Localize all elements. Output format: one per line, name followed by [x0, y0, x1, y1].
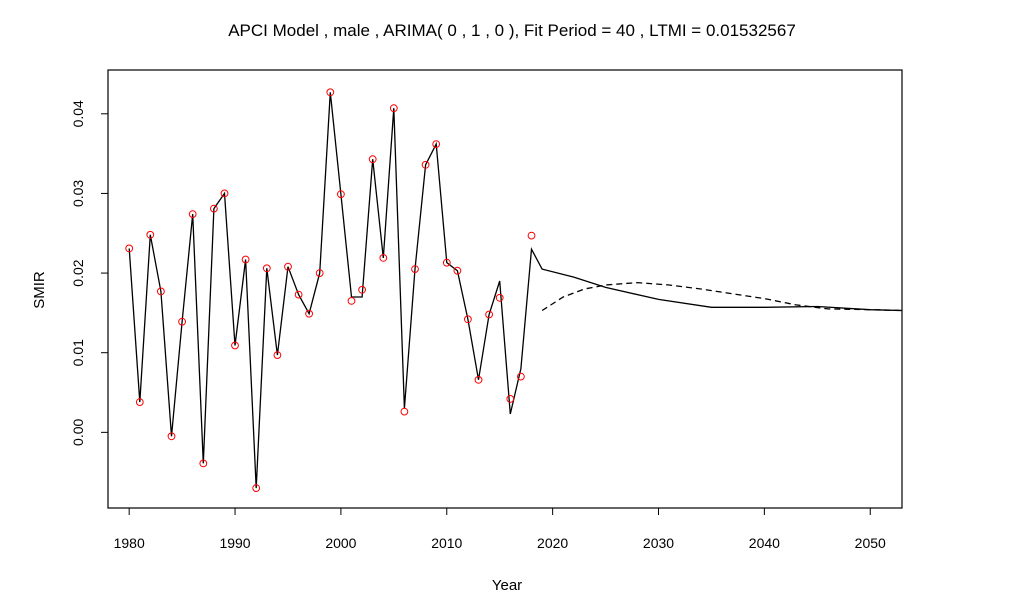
- observed-point: [178, 317, 187, 326]
- y-tick-label: 0.00: [70, 419, 86, 446]
- y-tick-label: 0.03: [70, 180, 86, 207]
- observed-point: [400, 407, 409, 416]
- y-axis: 0.00 0.01 0.02 0.03 0.04: [70, 100, 109, 446]
- observed-point: [358, 285, 367, 294]
- observed-point: [517, 372, 525, 381]
- observed-point: [167, 432, 176, 441]
- observed-points: [125, 88, 536, 493]
- observed-point: [337, 190, 345, 199]
- observed-point: [188, 210, 197, 219]
- series-layer: [128, 92, 902, 489]
- observed-point: [432, 140, 441, 149]
- observed-point: [199, 459, 208, 468]
- y-axis-label: SMIR: [31, 271, 48, 309]
- observed-point: [347, 297, 356, 305]
- y-tick-label: 0.02: [70, 259, 86, 286]
- observed-point: [379, 254, 388, 262]
- x-tick-label: 2000: [325, 535, 356, 551]
- observed-point: [210, 204, 218, 213]
- observed-point: [241, 255, 250, 264]
- observed-point: [231, 341, 239, 350]
- y-tick-label: 0.01: [70, 339, 86, 366]
- observed-point: [495, 293, 504, 302]
- x-axis: 1980 1990 2000 2010 2020 2030 2040 2050: [114, 507, 886, 551]
- observed-point: [464, 315, 472, 324]
- x-tick-label: 1980: [114, 535, 145, 551]
- observed-point: [326, 88, 335, 97]
- observed-point: [421, 160, 430, 169]
- observed-point: [527, 231, 536, 240]
- x-tick-label: 2050: [855, 535, 886, 551]
- observed-point: [453, 266, 462, 275]
- observed-point: [389, 104, 398, 113]
- observed-point: [506, 395, 515, 403]
- observed-point: [157, 287, 165, 296]
- y-tick-label: 0.04: [70, 100, 86, 127]
- observed-point: [135, 398, 144, 407]
- observed-point: [125, 244, 134, 253]
- x-tick-label: 2020: [537, 535, 568, 551]
- plot-frame: [107, 69, 903, 509]
- observed-point: [252, 484, 261, 493]
- fitted-line-solid: [128, 92, 902, 489]
- x-tick-label: 2010: [431, 535, 462, 551]
- observed-point: [220, 189, 229, 198]
- observed-point: [474, 375, 483, 384]
- chart-title: APCI Model , male , ARIMA( 0 , 1 , 0 ), …: [228, 21, 796, 40]
- observed-point: [262, 264, 271, 273]
- x-tick-label: 2030: [643, 535, 674, 551]
- observed-point: [368, 155, 377, 164]
- observed-point: [294, 290, 303, 299]
- observed-point: [315, 269, 324, 278]
- observed-point: [485, 310, 494, 319]
- x-tick-label: 1990: [219, 535, 250, 551]
- observed-point: [284, 262, 292, 271]
- observed-point: [273, 351, 282, 360]
- observed-point: [305, 309, 314, 318]
- forecast-line-dashed: [541, 281, 902, 312]
- observed-point: [146, 230, 155, 239]
- observed-point: [442, 258, 451, 267]
- x-tick-label: 2040: [749, 535, 780, 551]
- x-axis-label: Year: [492, 577, 522, 594]
- observed-point: [411, 265, 419, 274]
